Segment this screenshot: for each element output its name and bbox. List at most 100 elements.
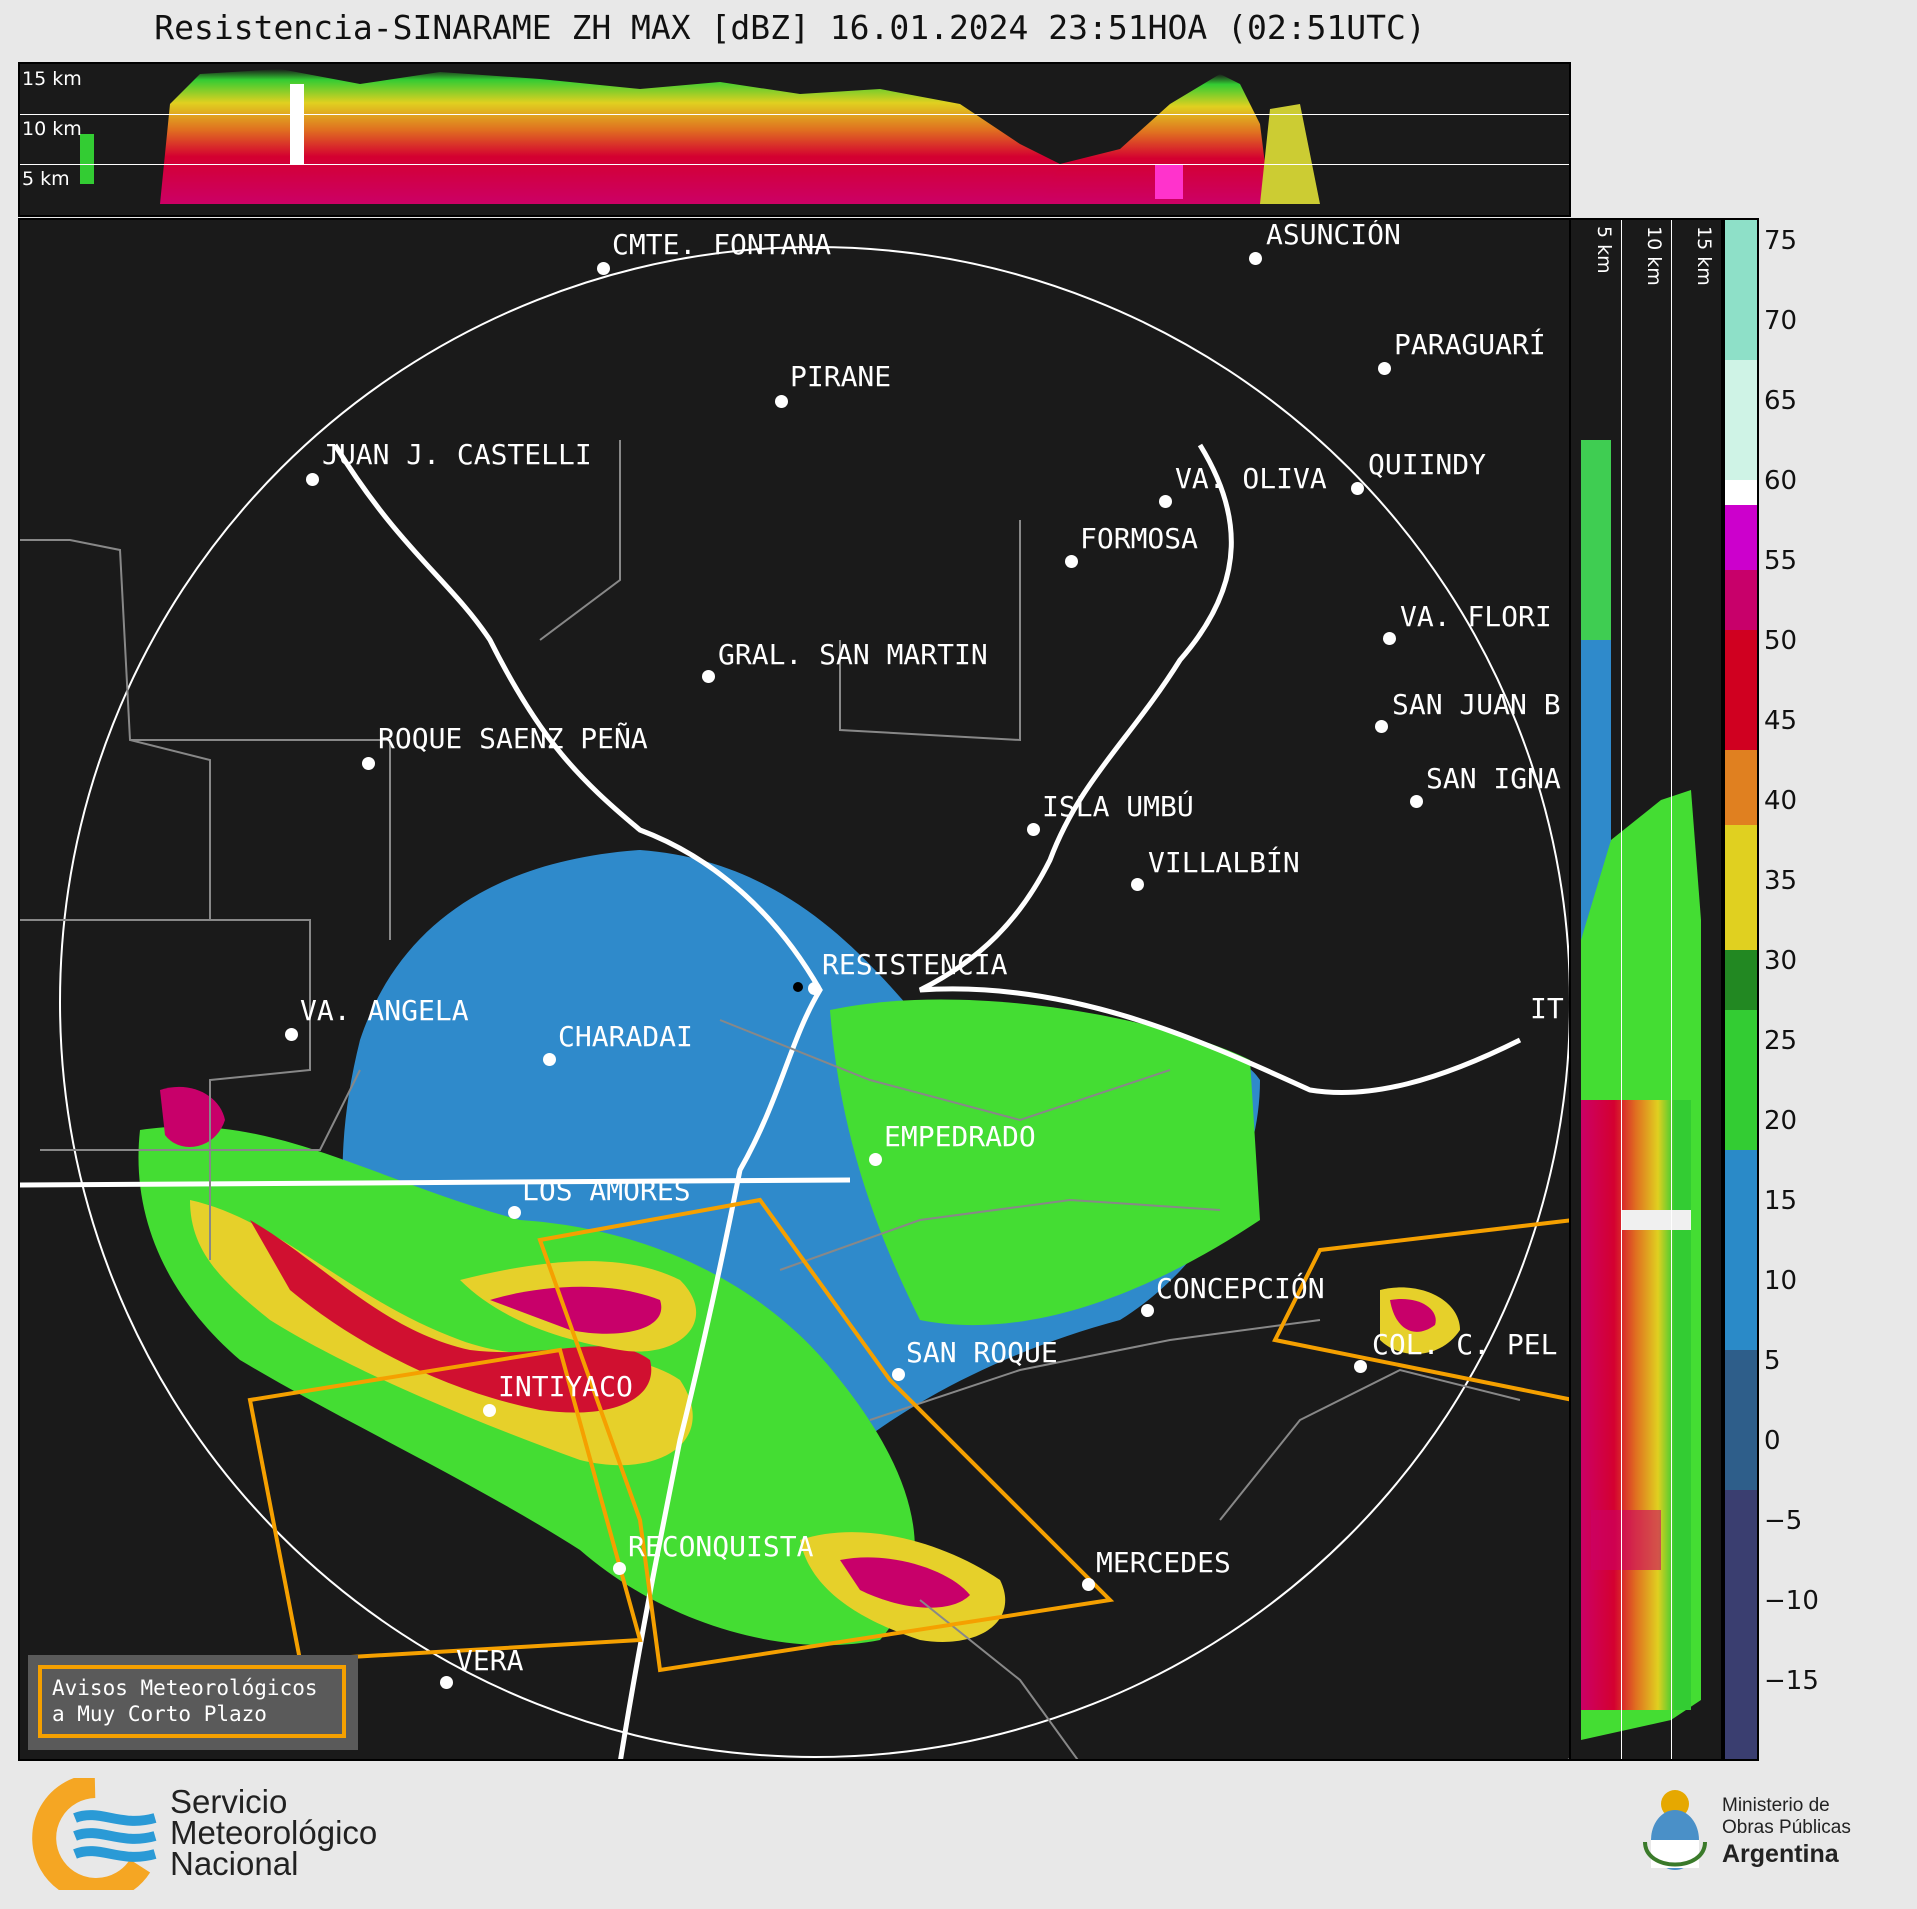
city-marker <box>1159 495 1172 508</box>
city-label: SAN ROQUE <box>906 1336 1058 1369</box>
city-label: FORMOSA <box>1080 522 1199 555</box>
city-label: JUAN J. CASTELLI <box>322 438 592 471</box>
city-marker <box>1249 252 1262 265</box>
smn-line: Nacional <box>170 1845 299 1882</box>
city-marker <box>1131 878 1144 891</box>
colorbar-tick: 5 <box>1764 1346 1781 1376</box>
city-marker <box>1027 823 1040 836</box>
colorbar-tick: 50 <box>1764 626 1798 656</box>
top-cross-section-echoes <box>80 69 1320 204</box>
city-marker <box>543 1053 556 1066</box>
colorbar-tick: 55 <box>1764 546 1798 576</box>
ministry-line: Argentina <box>1722 1840 1839 1868</box>
dbz-colorbar-scale <box>1725 220 1757 1759</box>
city-marker <box>1354 1360 1367 1373</box>
city-marker <box>508 1206 521 1219</box>
ministry-line: Obras Públicas <box>1722 1817 1851 1838</box>
ministry-wordmark: Ministerio de Obras Públicas Argentina <box>1722 1795 1851 1869</box>
city-label: RECONQUISTA <box>628 1530 814 1563</box>
colorbar-tick: 40 <box>1764 786 1798 816</box>
city-label: RESISTENCIA <box>822 948 1008 981</box>
ministry-line: Ministerio de <box>1722 1795 1830 1816</box>
warnings-legend-frame: Avisos Meteorológicos a Muy Corto Plazo <box>38 1665 346 1738</box>
altitude-label: 5 km <box>22 168 70 190</box>
city-label: ASUNCIÓN <box>1266 218 1401 251</box>
altitude-label: 15 km <box>22 68 82 90</box>
side-cross-section-echoes <box>1581 440 1701 1740</box>
altitude-label: 5 km <box>1593 226 1615 274</box>
city-label: VERA <box>456 1644 524 1677</box>
colorbar-tick: 15 <box>1764 1186 1798 1216</box>
city-label: CHARADAI <box>558 1020 693 1053</box>
colorbar-tick: 60 <box>1764 466 1798 496</box>
radar-map: CMTE. FONTANA ASUNCIÓN PIRANE PARAGUARÍ … <box>18 218 1571 1761</box>
colorbar-tick: 75 <box>1764 226 1798 256</box>
altitude-label: 15 km <box>1693 226 1715 286</box>
city-label: SAN IGNA <box>1426 762 1561 795</box>
legend-line: Avisos Meteorológicos <box>52 1676 318 1700</box>
city-marker <box>1410 795 1423 808</box>
colorbar-tick: 70 <box>1764 306 1798 336</box>
side-cross-section: 5 km 10 km 15 km <box>1571 218 1723 1761</box>
city-label: EMPEDRADO <box>884 1120 1036 1153</box>
colorbar-tick: 0 <box>1764 1426 1781 1456</box>
city-label: INTIYACO <box>498 1370 633 1403</box>
altitude-label: 10 km <box>22 118 82 140</box>
city-label: ISLA UMBÚ <box>1042 790 1194 823</box>
city-label: GRAL. SAN MARTIN <box>718 638 988 671</box>
colorbar-tick: 65 <box>1764 386 1798 416</box>
city-marker <box>1065 555 1078 568</box>
city-label: VA. FLORI <box>1400 600 1552 633</box>
city-marker <box>440 1676 453 1689</box>
city-label: QUIINDY <box>1368 448 1487 481</box>
city-label: LOS AMORES <box>522 1174 691 1207</box>
city-label: IT <box>1530 992 1564 1025</box>
city-marker <box>1141 1304 1154 1317</box>
city-marker <box>1378 362 1391 375</box>
smn-wordmark: Servicio Meteorológico Nacional <box>170 1783 378 1882</box>
city-marker <box>362 757 375 770</box>
city-marker <box>1375 720 1388 733</box>
city-label: SAN JUAN B <box>1392 688 1561 721</box>
legend-line: a Muy Corto Plazo <box>52 1702 267 1726</box>
smn-line: Servicio <box>170 1783 288 1820</box>
warnings-legend[interactable]: Avisos Meteorológicos a Muy Corto Plazo <box>28 1655 358 1750</box>
city-marker <box>775 395 788 408</box>
smn-logo-icon <box>32 1778 157 1890</box>
city-label: MERCEDES <box>1096 1546 1231 1579</box>
city-marker <box>597 262 610 275</box>
city-marker <box>1383 632 1396 645</box>
city-marker <box>306 473 319 486</box>
colorbar-tick: −10 <box>1764 1586 1819 1616</box>
colorbar-tick: 35 <box>1764 866 1798 896</box>
city-label: VA. OLIVA <box>1175 462 1327 495</box>
colorbar-tick: 25 <box>1764 1026 1798 1056</box>
colorbar-tick: 20 <box>1764 1106 1798 1136</box>
city-label: PARAGUARÍ <box>1394 328 1546 361</box>
city-label: COL. C. PEL <box>1372 1328 1558 1361</box>
city-marker <box>702 670 715 683</box>
city-marker <box>483 1404 496 1417</box>
colorbar-tick: −5 <box>1764 1506 1803 1536</box>
city-marker <box>613 1562 626 1575</box>
page-title: Resistencia-SINARAME ZH MAX [dBZ] 16.01.… <box>154 8 1426 47</box>
smn-line: Meteorológico <box>170 1814 378 1851</box>
city-marker <box>892 1368 905 1381</box>
radar-site-marker <box>793 982 803 992</box>
colorbar-tick: 30 <box>1764 946 1798 976</box>
colorbar-tick: −15 <box>1764 1666 1819 1696</box>
radar-map-graphics <box>20 246 1569 1759</box>
city-label: CMTE. FONTANA <box>612 228 832 261</box>
city-label: CONCEPCIÓN <box>1156 1272 1325 1305</box>
city-marker <box>869 1153 882 1166</box>
colorbar-tick: 10 <box>1764 1266 1798 1296</box>
altitude-label: 10 km <box>1643 226 1665 286</box>
city-label: ROQUE SAENZ PEÑA <box>378 722 648 755</box>
city-label: PIRANE <box>790 360 892 393</box>
city-label: VILLALBÍN <box>1148 846 1300 879</box>
city-marker <box>808 982 821 995</box>
top-cross-section: 15 km 10 km 5 km <box>18 62 1571 217</box>
city-label: VA. ANGELA <box>300 994 469 1027</box>
city-marker <box>1351 482 1364 495</box>
coat-of-arms-icon <box>1643 1790 1707 1870</box>
